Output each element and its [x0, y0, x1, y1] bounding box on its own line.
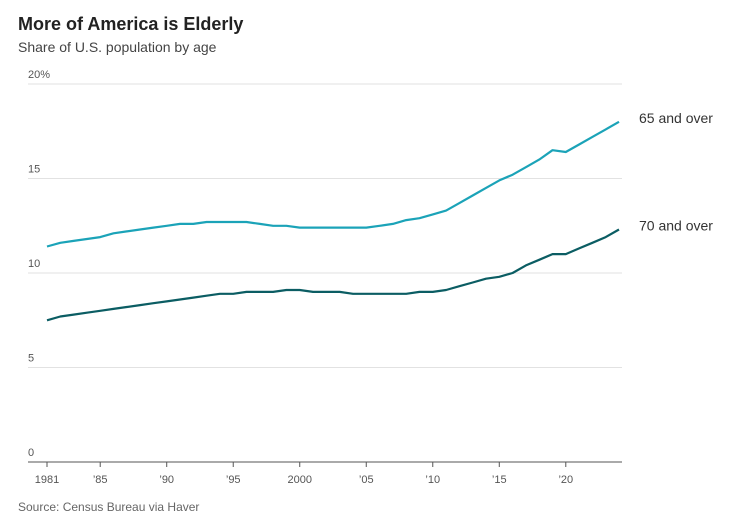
x-tick-label: ’95: [226, 474, 241, 486]
y-tick-label: 5: [28, 353, 34, 365]
chart-title: More of America is Elderly: [18, 14, 243, 34]
chart-subtitle: Share of U.S. population by age: [18, 39, 217, 55]
y-tick-label: 10: [28, 258, 40, 270]
x-tick-label: 1981: [35, 474, 59, 486]
series-label: 70 and over: [639, 218, 713, 234]
x-tick-label: ’15: [492, 474, 507, 486]
series-label: 65 and over: [639, 110, 713, 126]
x-tick-label: ’05: [359, 474, 374, 486]
x-tick-label: ’85: [93, 474, 108, 486]
x-tick-label: ’20: [558, 474, 573, 486]
y-tick-label: 15: [28, 164, 40, 176]
x-tick-label: 2000: [288, 474, 312, 486]
line: [46, 228, 620, 322]
x-tick-label: ’10: [425, 474, 440, 486]
y-tick-label: 20%: [28, 69, 50, 81]
line: [46, 120, 620, 248]
source: Source: Census Bureau via Haver: [18, 500, 199, 514]
x-tick-label: ’90: [159, 474, 174, 486]
y-tick-label: 0: [28, 447, 34, 459]
